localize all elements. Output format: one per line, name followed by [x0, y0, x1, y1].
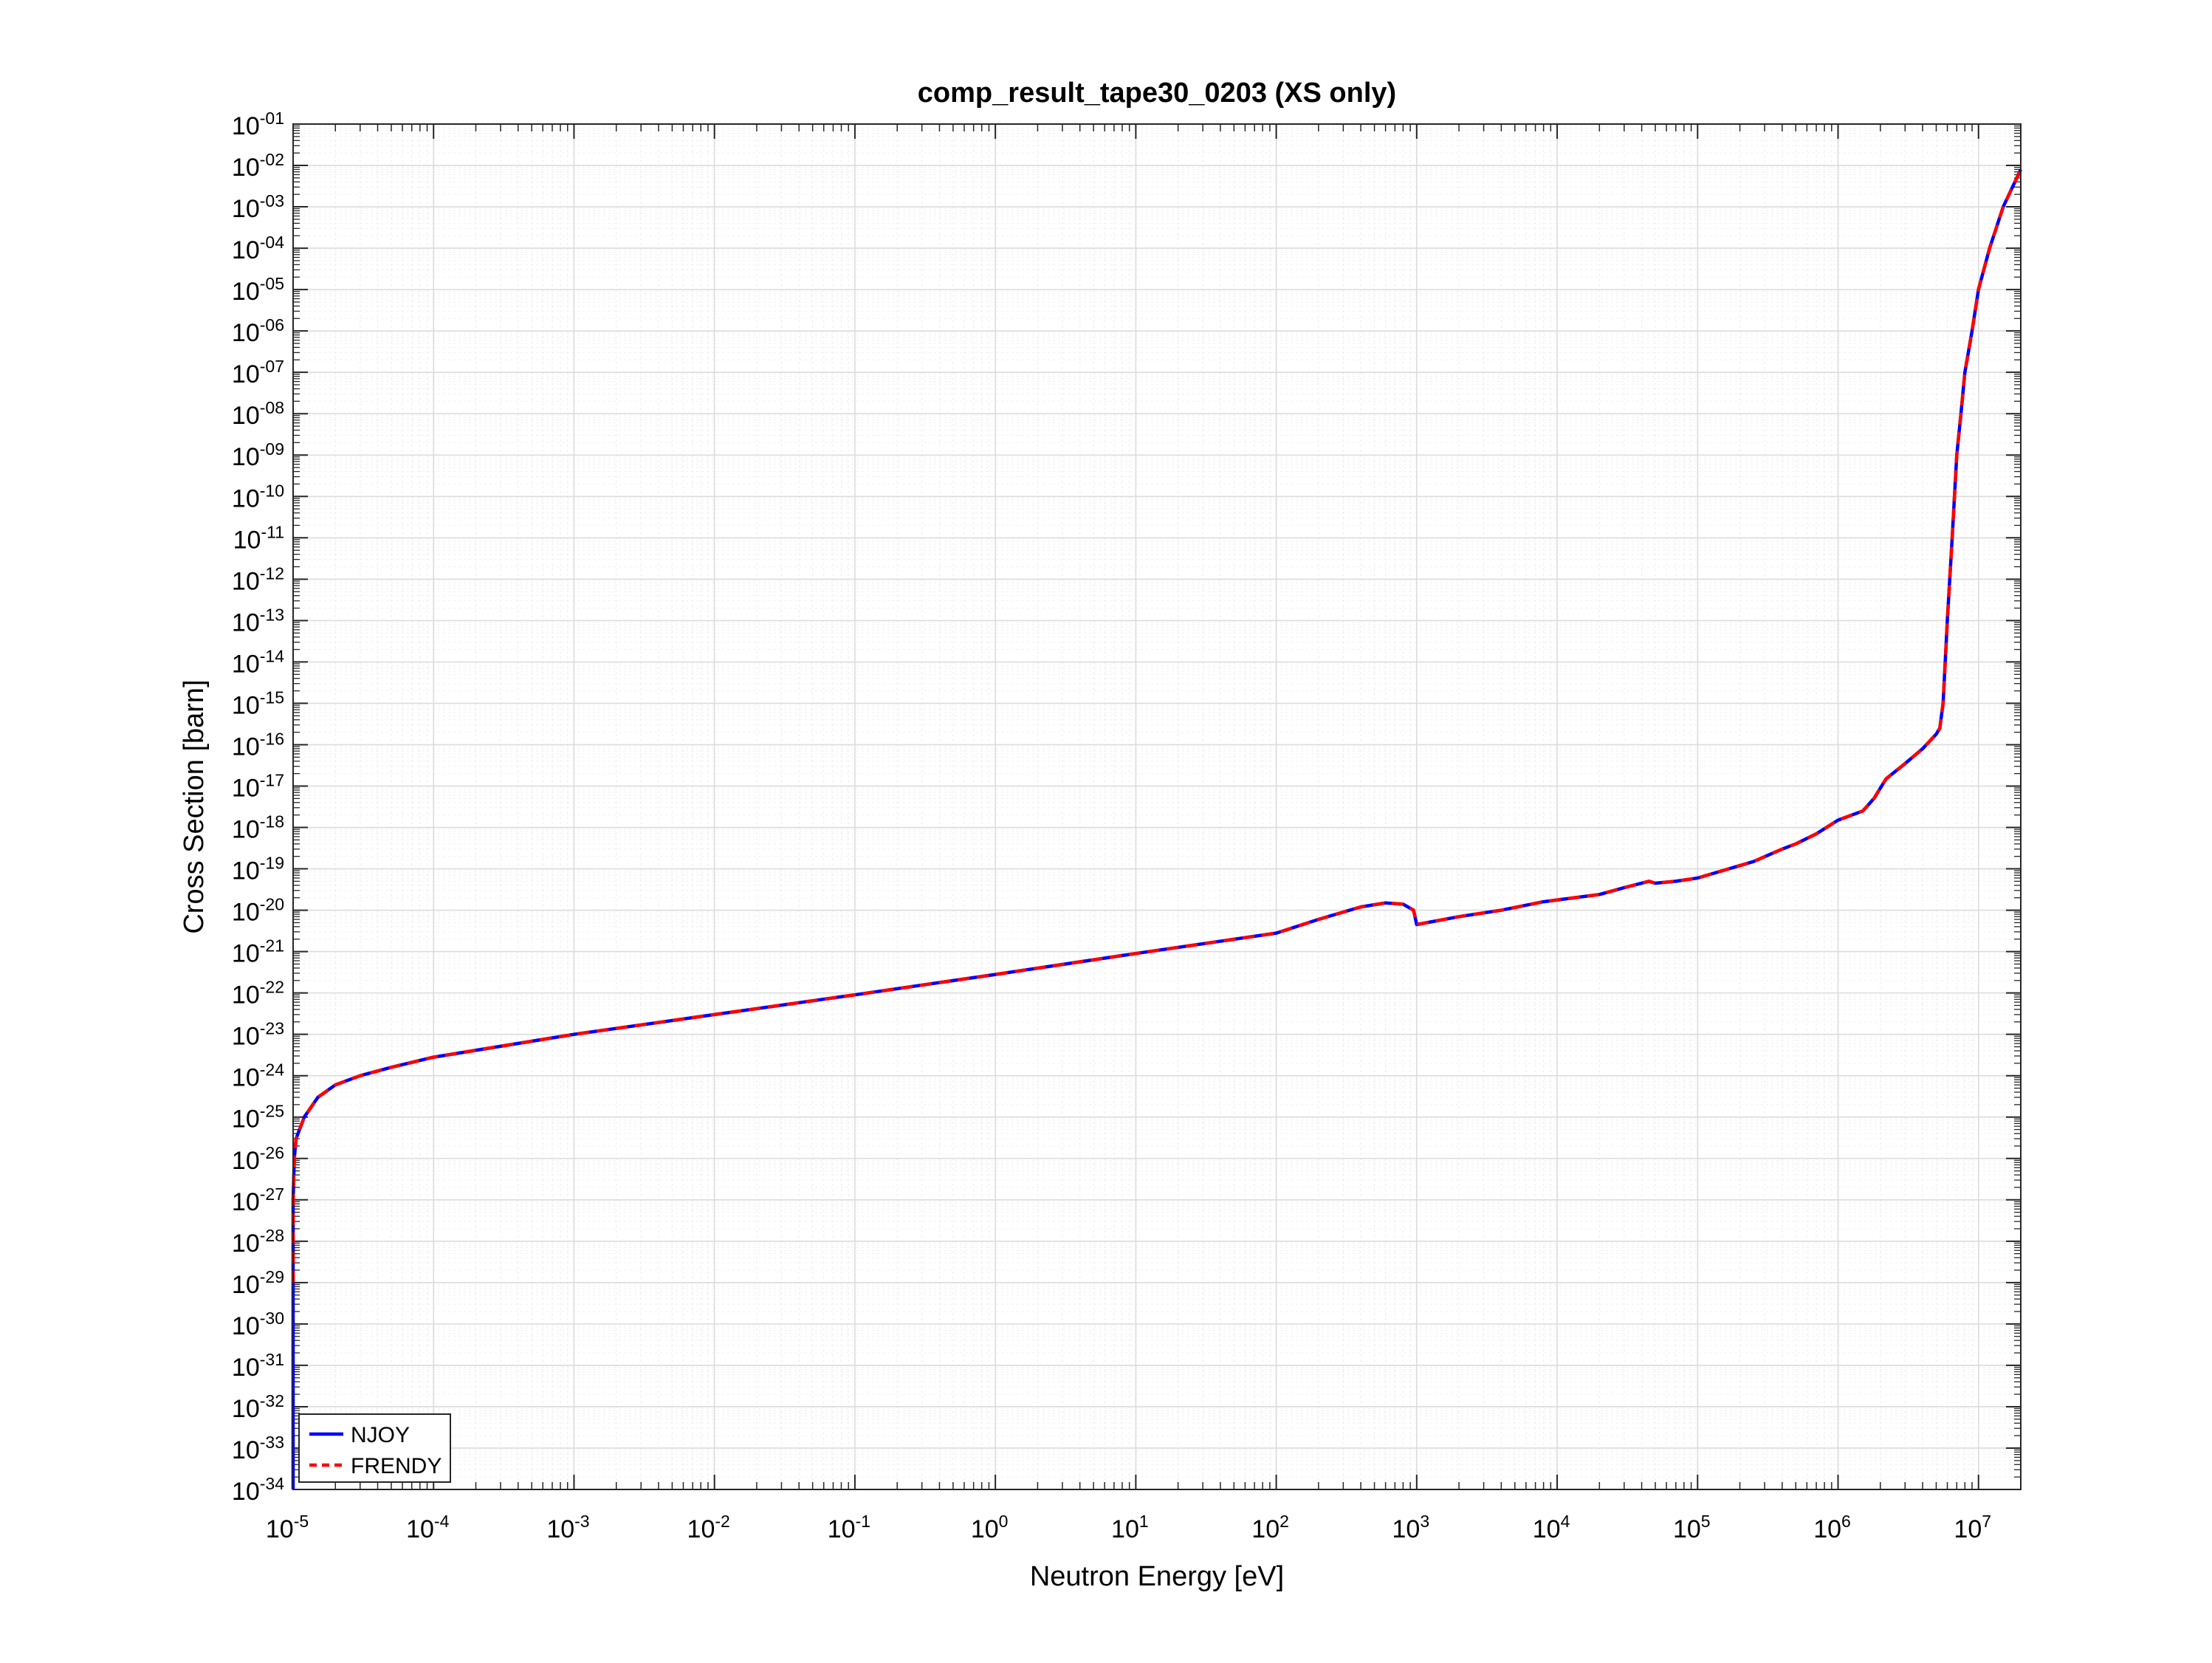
y-tick-label: 10-16: [232, 729, 284, 761]
minor-grid: [293, 124, 2022, 1489]
y-tick-label: 10-28: [232, 1226, 284, 1258]
y-tick-label: 10-11: [233, 522, 284, 554]
x-tick-label: 104: [1533, 1512, 1570, 1543]
y-tick-label: 10-05: [232, 274, 284, 306]
y-tick-label: 10-02: [232, 150, 284, 182]
y-tick-label: 10-19: [232, 854, 284, 885]
x-tick-label: 10-3: [546, 1512, 589, 1543]
x-tick-labels: 10-5 10-4 10-3 10-2 10-1 100 101 102 103 104 105 10…: [266, 1512, 1991, 1543]
y-tick-label: 10-25: [232, 1102, 284, 1134]
y-tick-label: 10-30: [232, 1309, 284, 1340]
x-tick-label: 10-5: [266, 1512, 309, 1543]
legend: NJOY FRENDY: [298, 1413, 451, 1483]
y-tick-label: 10-29: [232, 1267, 284, 1299]
y-tick-label: 10-22: [232, 978, 284, 1009]
y-tick-label: 10-06: [232, 315, 284, 347]
y-tick-label: 10-26: [232, 1143, 284, 1175]
y-tick-label: 10-09: [232, 439, 284, 471]
x-tick-label: 10-4: [406, 1512, 449, 1543]
y-tick-label: 10-33: [232, 1433, 284, 1464]
y-tick-label: 10-23: [232, 1019, 284, 1051]
plot-frame: [292, 123, 2022, 1490]
series-layer: [291, 168, 2023, 1489]
x-tick-label: 107: [1954, 1512, 1991, 1543]
y-tick-label: 10-15: [232, 688, 284, 719]
x-tick-label: 106: [1813, 1512, 1851, 1543]
y-tick-label: 10-24: [232, 1060, 284, 1092]
x-tick-label: 100: [971, 1512, 1009, 1543]
series-line-frendy: [291, 168, 2023, 1283]
y-axis-label: Cross Section [barn]: [179, 679, 210, 933]
y-tick-label: 10-20: [232, 895, 284, 927]
y-tick-labels: 10-01 10-02 10-03 10-04 10-05 10-06 10-07 10-08…: [232, 109, 284, 1506]
x-tick-label: 105: [1673, 1512, 1711, 1543]
x-tick-label: 10-2: [687, 1512, 730, 1543]
y-tick-label: 10-03: [232, 191, 284, 223]
x-tick-label: 10-1: [828, 1512, 870, 1543]
chart-title: comp_result_tape30_0203 (XS only): [918, 78, 1396, 109]
y-tick-label: 10-12: [232, 563, 284, 595]
y-tick-label: 10-31: [232, 1350, 284, 1382]
x-tick-label: 102: [1251, 1512, 1289, 1543]
y-tick-label: 10-04: [232, 233, 284, 264]
y-tick-label: 10-14: [232, 646, 284, 678]
x-axis-label: Neutron Energy [eV]: [1030, 1561, 1284, 1592]
y-tick-label: 10-08: [232, 398, 284, 430]
x-tick-label: 101: [1111, 1512, 1149, 1543]
y-tick-label: 10-18: [232, 812, 284, 844]
y-tick-label: 10-32: [232, 1391, 284, 1423]
plot-area: [293, 124, 2021, 1489]
legend-label-njoy: NJOY: [351, 1423, 410, 1447]
x-tick-label: 103: [1392, 1512, 1430, 1543]
axis-ticks: [292, 123, 2022, 1490]
legend-box: [298, 1413, 451, 1483]
y-tick-label: 10-34: [232, 1474, 284, 1506]
y-tick-label: 10-21: [232, 936, 284, 968]
y-tick-label: 10-27: [232, 1184, 284, 1216]
y-tick-label: 10-10: [232, 481, 284, 512]
y-tick-label: 10-17: [232, 770, 284, 802]
y-tick-label: 10-01: [232, 109, 284, 140]
y-tick-label: 10-07: [232, 357, 284, 388]
legend-label-frendy: FRENDY: [351, 1454, 442, 1478]
y-tick-label: 10-13: [232, 605, 284, 637]
